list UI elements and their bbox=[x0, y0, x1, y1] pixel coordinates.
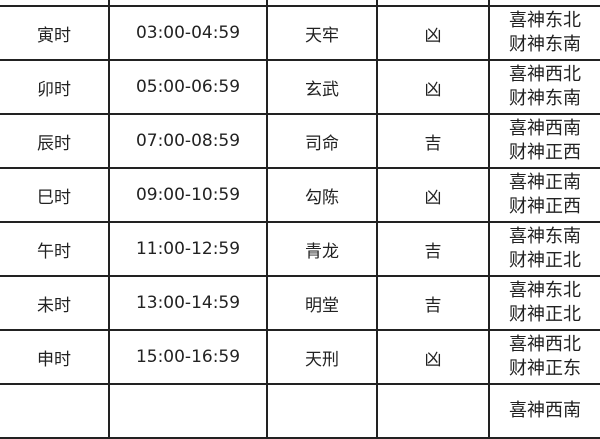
luck-cell: 凶 bbox=[376, 329, 490, 385]
direction-cell: 喜神正南 财神正西 bbox=[488, 167, 600, 223]
table-row: 午时 11:00-12:59 青龙吉喜神东南财神正北 bbox=[0, 221, 600, 277]
time-range-cell: 07:00-08:59 bbox=[108, 113, 268, 169]
xishen-direction: 喜神西南 bbox=[509, 400, 581, 421]
shichen-cell: 寅时 bbox=[0, 5, 110, 61]
time-range-cell bbox=[108, 0, 268, 7]
star-cell bbox=[266, 383, 378, 439]
star-cell: 明堂 bbox=[266, 275, 378, 331]
xishen-direction: 喜神西南 bbox=[509, 118, 581, 139]
xishen-direction: 喜神东南 bbox=[509, 226, 581, 247]
table-row: 巳时 09:00-10:59 勾陈凶喜神正南财神正西 bbox=[0, 167, 600, 223]
time-range-cell bbox=[108, 383, 268, 439]
time-range-cell: 11:00-12:59 bbox=[108, 221, 268, 277]
table-row: 财神正南 bbox=[0, 0, 600, 7]
xishen-direction: 喜神东北 bbox=[509, 10, 581, 31]
direction-cell: 喜神东南 财神正北 bbox=[488, 221, 600, 277]
shichen-cell: 午时 bbox=[0, 221, 110, 277]
star-cell: 司命 bbox=[266, 113, 378, 169]
shichen-cell: 辰时 bbox=[0, 113, 110, 169]
star-cell: 勾陈 bbox=[266, 167, 378, 223]
luck-cell: 凶 bbox=[376, 5, 490, 61]
luck-cell: 吉 bbox=[376, 113, 490, 169]
luck-cell: 凶 bbox=[376, 167, 490, 223]
xishen-direction: 喜神正南 bbox=[509, 172, 581, 193]
xishen-direction: 喜神东北 bbox=[509, 280, 581, 301]
shichen-cell: 申时 bbox=[0, 329, 110, 385]
caishen-direction: 财神正北 bbox=[509, 304, 581, 325]
direction-cell: 喜神西南 bbox=[488, 383, 600, 439]
direction-cell: 喜神西北 财神东南 bbox=[488, 59, 600, 115]
direction-cell: 喜神西北 财神正东 bbox=[488, 329, 600, 385]
xishen-direction: 喜神西北 bbox=[509, 334, 581, 355]
time-range-cell: 09:00-10:59 bbox=[108, 167, 268, 223]
caishen-direction: 财神正北 bbox=[509, 250, 581, 271]
table-row: 未时 13:00-14:59 明堂吉喜神东北财神正北 bbox=[0, 275, 600, 331]
time-range-cell: 03:00-04:59 bbox=[108, 5, 268, 61]
star-cell: 天牢 bbox=[266, 5, 378, 61]
luck-cell bbox=[376, 0, 490, 7]
direction-cell: 财神正南 bbox=[488, 0, 600, 7]
shichen-cell bbox=[0, 383, 110, 439]
shichen-cell bbox=[0, 0, 110, 7]
table-row: 喜神西南 bbox=[0, 383, 600, 439]
time-range-cell: 13:00-14:59 bbox=[108, 275, 268, 331]
direction-cell: 喜神东北 财神东南 bbox=[488, 5, 600, 61]
table-row: 寅时 03:00-04:59 天牢凶喜神东北财神东南 bbox=[0, 5, 600, 61]
caishen-direction: 财神正西 bbox=[509, 196, 581, 217]
star-cell: 玄武 bbox=[266, 59, 378, 115]
luck-cell bbox=[376, 383, 490, 439]
time-range-cell: 05:00-06:59 bbox=[108, 59, 268, 115]
caishen-direction: 财神东南 bbox=[509, 88, 581, 109]
table-row: 辰时 07:00-08:59 司命吉喜神西南财神正西 bbox=[0, 113, 600, 169]
shichen-cell: 巳时 bbox=[0, 167, 110, 223]
luck-cell: 吉 bbox=[376, 221, 490, 277]
luck-cell: 凶 bbox=[376, 59, 490, 115]
star-cell: 天刑 bbox=[266, 329, 378, 385]
caishen-direction: 财神正西 bbox=[509, 142, 581, 163]
table-row: 卯时 05:00-06:59 玄武凶喜神西北财神东南 bbox=[0, 59, 600, 115]
direction-cell: 喜神西南 财神正西 bbox=[488, 113, 600, 169]
shichen-cell: 卯时 bbox=[0, 59, 110, 115]
shichen-cell: 未时 bbox=[0, 275, 110, 331]
xishen-direction: 喜神西北 bbox=[509, 64, 581, 85]
caishen-direction: 财神东南 bbox=[509, 34, 581, 55]
caishen-direction: 财神正东 bbox=[509, 358, 581, 379]
luck-cell: 吉 bbox=[376, 275, 490, 331]
direction-cell: 喜神东北 财神正北 bbox=[488, 275, 600, 331]
time-range-cell: 15:00-16:59 bbox=[108, 329, 268, 385]
table-row: 申时 15:00-16:59 天刑凶喜神西北财神正东 bbox=[0, 329, 600, 385]
star-cell bbox=[266, 0, 378, 7]
star-cell: 青龙 bbox=[266, 221, 378, 277]
